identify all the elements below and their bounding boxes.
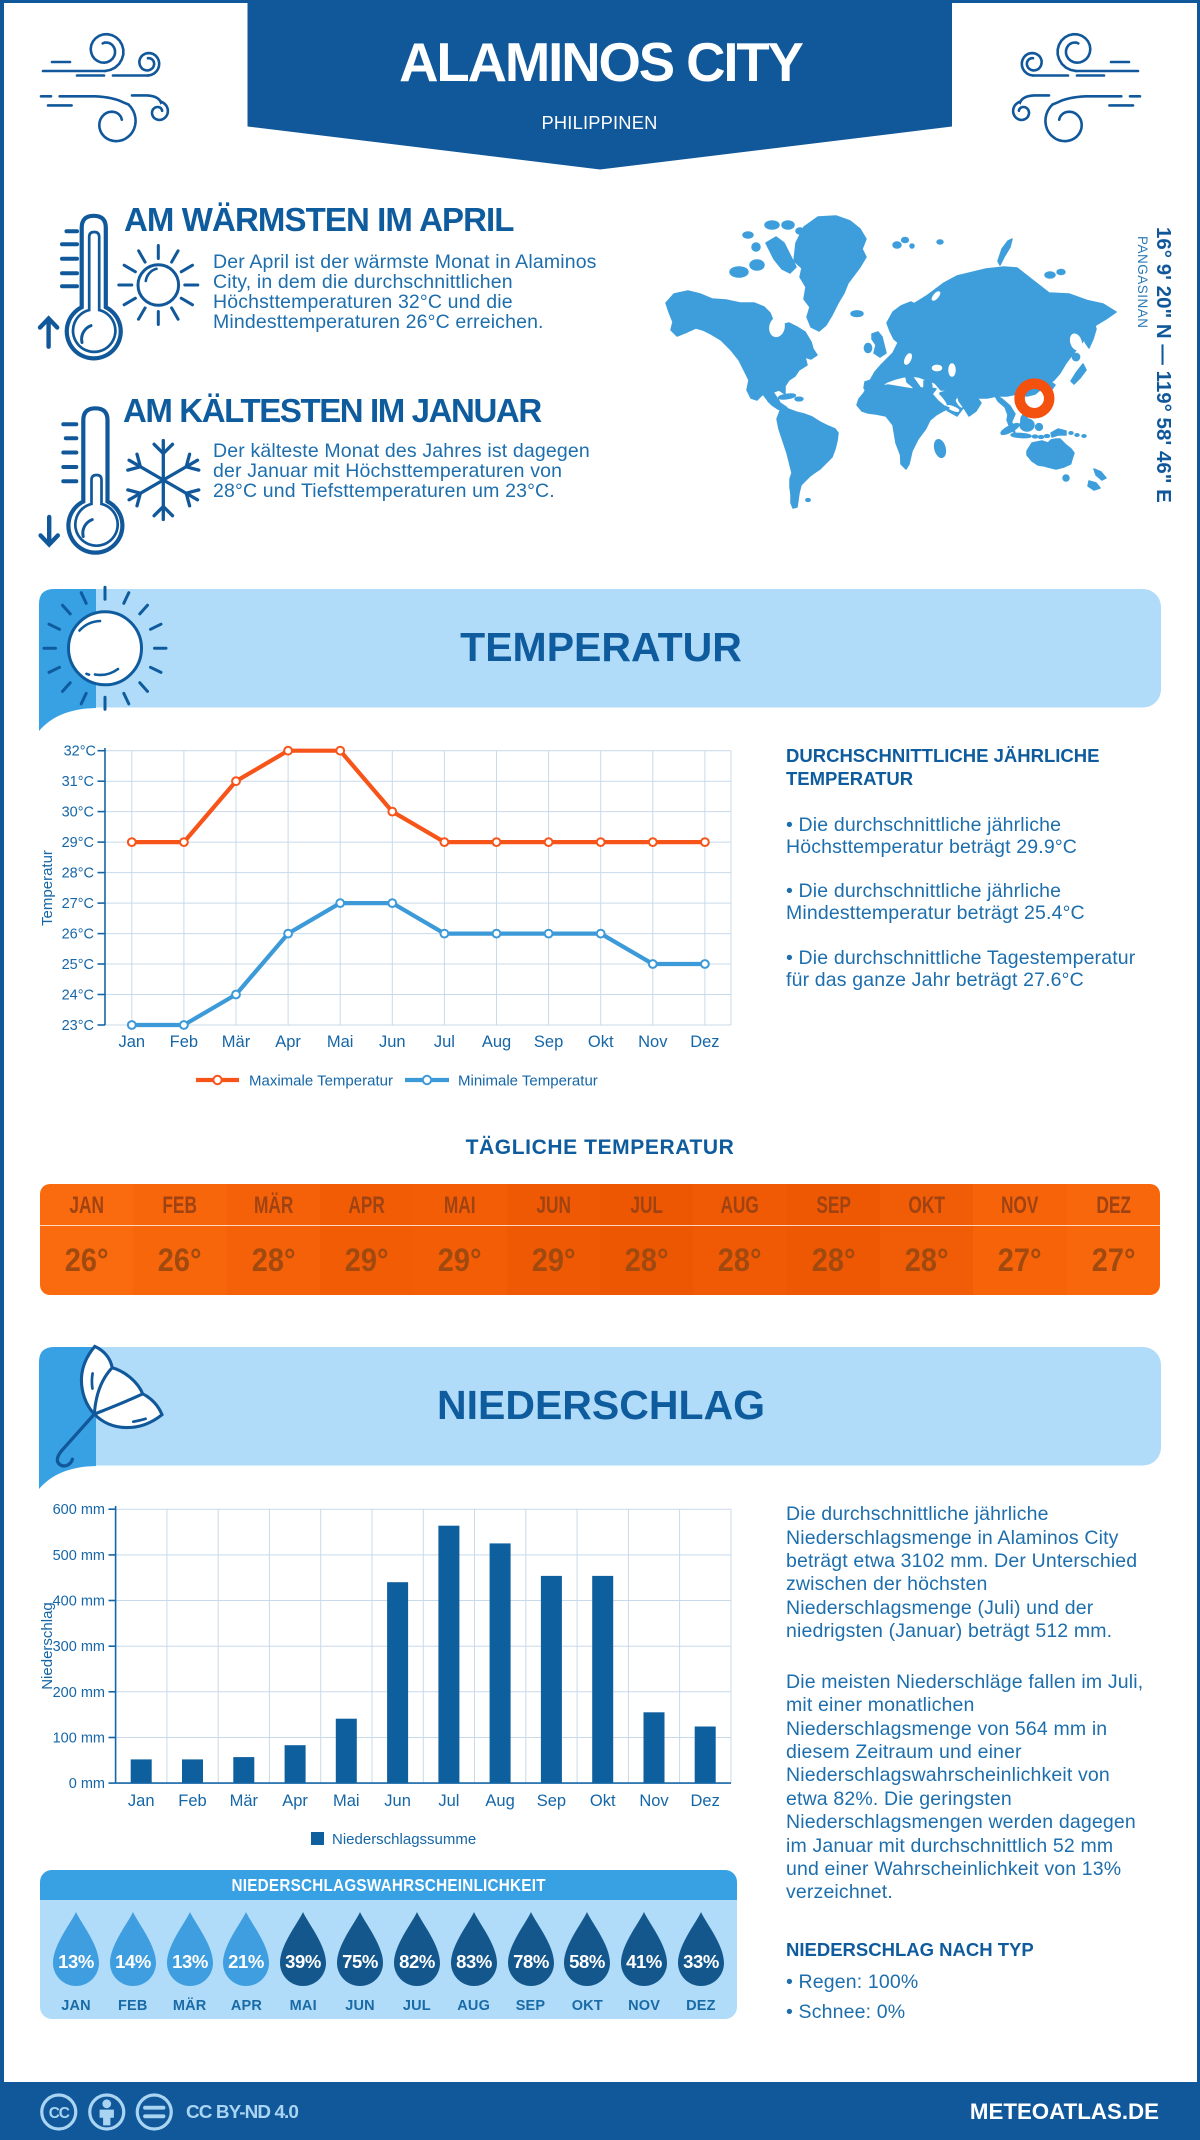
svg-text:Minimale Temperatur: Minimale Temperatur xyxy=(458,1073,598,1090)
svg-text:Jul: Jul xyxy=(438,1792,459,1810)
svg-text:39%: 39% xyxy=(285,1951,321,1972)
svg-text:Temperatur: Temperatur xyxy=(39,850,56,926)
svg-text:26°C: 26°C xyxy=(62,927,94,943)
svg-text:Mär: Mär xyxy=(222,1033,251,1051)
svg-text:29°C: 29°C xyxy=(62,835,94,851)
svg-text:Jun: Jun xyxy=(384,1792,411,1810)
svg-text:83%: 83% xyxy=(456,1951,492,1972)
svg-text:600 mm: 600 mm xyxy=(53,1502,105,1518)
svg-text:Sep: Sep xyxy=(537,1792,566,1810)
svg-text:Mai: Mai xyxy=(327,1033,354,1051)
svg-text:Jan: Jan xyxy=(118,1033,145,1051)
svg-text:Jan: Jan xyxy=(128,1792,155,1810)
svg-text:Sep: Sep xyxy=(534,1033,563,1051)
svg-text:58%: 58% xyxy=(569,1951,605,1972)
svg-text:25°C: 25°C xyxy=(62,957,94,973)
svg-text:100 mm: 100 mm xyxy=(53,1731,105,1747)
svg-text:28°C: 28°C xyxy=(62,866,94,882)
svg-text:Okt: Okt xyxy=(588,1033,614,1051)
svg-text:Feb: Feb xyxy=(178,1792,206,1810)
svg-text:Dez: Dez xyxy=(691,1792,720,1810)
svg-text:CC: CC xyxy=(49,2105,70,2122)
svg-text:Niederschlag: Niederschlag xyxy=(39,1602,56,1690)
svg-text:24°C: 24°C xyxy=(62,988,94,1004)
svg-text:21%: 21% xyxy=(229,1951,265,1972)
svg-text:Nov: Nov xyxy=(639,1792,669,1810)
svg-text:82%: 82% xyxy=(399,1951,435,1972)
svg-text:Jul: Jul xyxy=(434,1033,455,1051)
svg-text:500 mm: 500 mm xyxy=(53,1548,105,1564)
svg-text:0 mm: 0 mm xyxy=(69,1776,105,1792)
svg-text:Jun: Jun xyxy=(379,1033,406,1051)
svg-text:Apr: Apr xyxy=(282,1792,308,1810)
svg-text:200 mm: 200 mm xyxy=(53,1685,105,1701)
svg-text:Mai: Mai xyxy=(333,1792,360,1810)
svg-text:Apr: Apr xyxy=(275,1033,301,1051)
svg-text:Aug: Aug xyxy=(482,1033,511,1051)
svg-text:Feb: Feb xyxy=(170,1033,198,1051)
svg-text:31°C: 31°C xyxy=(62,774,94,790)
svg-text:Maximale Temperatur: Maximale Temperatur xyxy=(249,1073,393,1090)
svg-text:75%: 75% xyxy=(342,1951,378,1972)
svg-text:27°C: 27°C xyxy=(62,896,94,912)
svg-text:300 mm: 300 mm xyxy=(53,1639,105,1655)
svg-text:Mär: Mär xyxy=(230,1792,259,1810)
svg-text:Nov: Nov xyxy=(638,1033,668,1051)
svg-text:Okt: Okt xyxy=(590,1792,616,1810)
svg-text:41%: 41% xyxy=(626,1951,662,1972)
svg-text:14%: 14% xyxy=(115,1951,151,1972)
svg-text:Niederschlagssumme: Niederschlagssumme xyxy=(332,1831,476,1848)
svg-text:13%: 13% xyxy=(58,1951,94,1972)
svg-text:78%: 78% xyxy=(513,1951,549,1972)
svg-text:30°C: 30°C xyxy=(62,805,94,821)
svg-text:Aug: Aug xyxy=(485,1792,514,1810)
svg-text:32°C: 32°C xyxy=(64,744,96,760)
svg-text:23°C: 23°C xyxy=(62,1018,94,1034)
svg-text:Dez: Dez xyxy=(690,1033,719,1051)
svg-text:33%: 33% xyxy=(683,1951,719,1972)
svg-text:400 mm: 400 mm xyxy=(53,1594,105,1610)
svg-text:13%: 13% xyxy=(172,1951,208,1972)
